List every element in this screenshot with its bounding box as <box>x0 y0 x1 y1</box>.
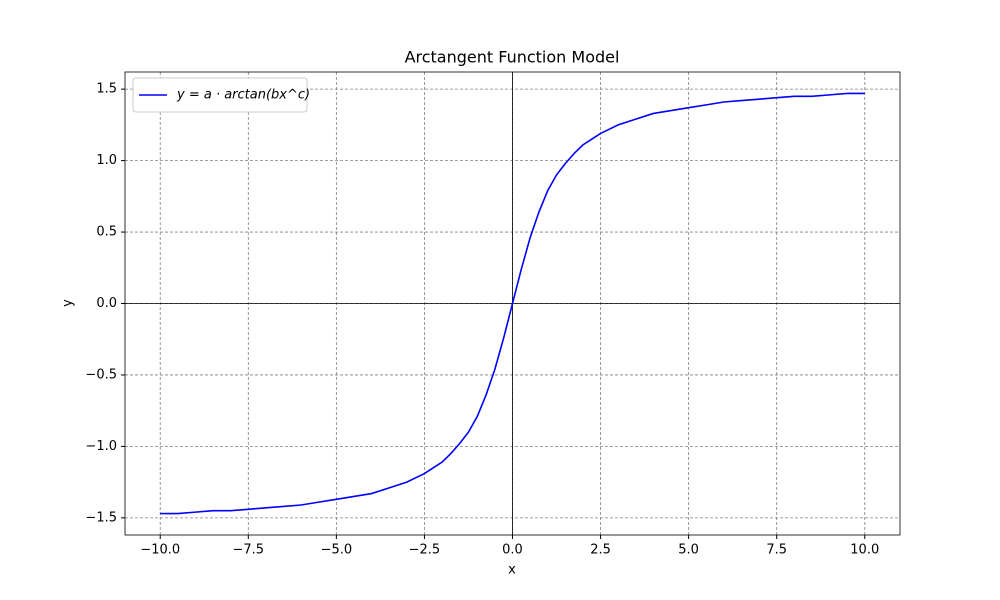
y-tick-label: 1.5 <box>96 82 117 97</box>
x-axis-label: x <box>508 563 516 578</box>
y-tick-label: −1.5 <box>85 510 117 525</box>
plot-frame <box>124 71 901 536</box>
y-tick-label: −0.5 <box>85 367 117 382</box>
x-tick-label: 10.0 <box>850 543 879 558</box>
legend-box <box>132 77 308 113</box>
y-tick-label: 0.0 <box>96 296 117 311</box>
y-tick-label: 1.0 <box>96 153 117 168</box>
y-tick-label: 0.5 <box>96 225 117 240</box>
legend-label: y = a · arctan(bx^c) <box>176 88 310 103</box>
x-tick-label: 7.5 <box>766 543 787 558</box>
x-tick-label: 5.0 <box>678 543 699 558</box>
x-tick-label: −10.0 <box>140 543 180 558</box>
y-tick-label: −1.0 <box>85 439 117 454</box>
x-tick-label: −2.5 <box>409 543 441 558</box>
data-line <box>160 92 865 515</box>
x-tick-label: −7.5 <box>233 543 265 558</box>
x-tick-label: −5.0 <box>321 543 353 558</box>
x-tick-label: 2.5 <box>590 543 611 558</box>
x-tick-label: 0.0 <box>502 543 523 558</box>
chart-title: Arctangent Function Model <box>405 48 620 67</box>
y-axis-label: y <box>61 299 76 307</box>
